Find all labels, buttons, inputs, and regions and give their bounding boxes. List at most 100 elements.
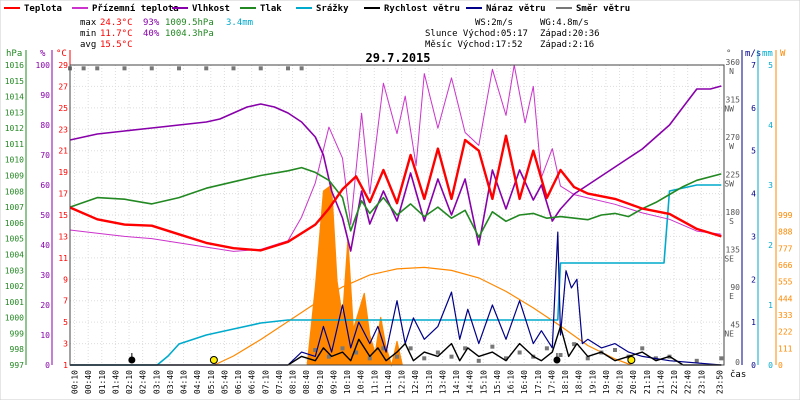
x-tick-label: 15:40 xyxy=(493,370,502,394)
pct-tick-label: 100 xyxy=(36,61,51,70)
info-block: WS:2m/s WG:4.8m/s Slunce Východ:05:17 Zá… xyxy=(425,18,600,50)
legend-label-teplota: Teplota xyxy=(24,4,62,14)
x-tick-label: 02:10 xyxy=(125,370,134,394)
series-wind-direction-point xyxy=(517,350,522,355)
pct-tick-label: 0 xyxy=(45,361,50,370)
x-tick-label: 05:10 xyxy=(207,370,216,394)
x-tick-label: 08:10 xyxy=(289,370,298,394)
series-tlak xyxy=(69,166,722,238)
series-layer xyxy=(68,64,724,367)
marker-sunrise xyxy=(209,356,218,364)
mm-tick-label: 5 xyxy=(768,61,773,70)
series-wind-direction-point xyxy=(313,348,318,352)
legend-label-smer-vetru: Směr větru xyxy=(576,3,630,14)
x-tick-label: 06:40 xyxy=(248,370,257,394)
hpa-tick-label: 1007 xyxy=(5,203,24,212)
markers-layer xyxy=(128,353,636,364)
mm-tick-label: 3 xyxy=(768,181,773,190)
stat-avg-temp: 15.5°C xyxy=(100,40,133,50)
x-tick-label: 20:10 xyxy=(616,370,625,394)
series-wind-direction-point xyxy=(95,66,100,71)
series-wind-direction-point xyxy=(286,66,290,71)
w-tick-label: 999 xyxy=(778,211,793,220)
hpa-tick-label: 1004 xyxy=(5,250,24,259)
pct-tick-label: 90 xyxy=(40,91,50,100)
x-tick-label: 17:10 xyxy=(534,370,543,394)
x-tick-label: 16:40 xyxy=(520,370,529,394)
chart-title: 29.7.2015 xyxy=(365,51,430,65)
x-tick-label: 18:10 xyxy=(561,370,570,394)
c-tick-label: 7 xyxy=(63,297,68,306)
hpa-tick-label: 1003 xyxy=(5,266,24,275)
x-tick-label: 17:40 xyxy=(547,370,556,394)
series-wind-direction-point xyxy=(408,346,413,351)
series-wind-direction-point xyxy=(299,66,304,71)
c-tick-label: 19 xyxy=(58,168,68,177)
x-tick-label: 23:10 xyxy=(697,370,706,394)
x-tick-label: 23:50 xyxy=(715,370,724,394)
series-wind-direction-point xyxy=(640,346,645,351)
series-wind-direction-point xyxy=(340,346,345,351)
legend-label-tlak: Tlak xyxy=(260,4,282,14)
pct-tick-label: 20 xyxy=(40,301,50,310)
series-wind-direction-point xyxy=(585,356,590,361)
stat-avg-label: avg xyxy=(80,40,96,50)
w-tick-label: 333 xyxy=(778,311,793,320)
info-ws: WS:2m/s xyxy=(475,18,513,28)
series-teplota xyxy=(69,134,722,252)
stat-max-temp: 24.3°C xyxy=(100,18,133,28)
x-tick-label: 13:40 xyxy=(438,370,447,394)
stat-min-temp: 11.7°C xyxy=(100,29,133,39)
x-tick-label: 21:40 xyxy=(656,370,665,394)
x-tick-label: 07:40 xyxy=(275,370,284,394)
hpa-axis-label: hPa xyxy=(6,49,22,59)
mm-tick-label: 1 xyxy=(768,301,773,310)
info-sun: Slunce Východ:05:17 xyxy=(425,29,528,39)
stat-min-hum: 40% xyxy=(143,29,160,39)
series-wind-direction-point xyxy=(367,356,372,361)
series-wind-direction-point xyxy=(719,356,724,361)
series-wind-direction-point xyxy=(435,350,440,355)
series-srazky xyxy=(70,184,722,366)
x-tick-label: 09:10 xyxy=(316,370,325,394)
dir-tick-name: NW xyxy=(724,105,734,114)
legend-label-srazky: Srážky xyxy=(316,4,349,14)
mm-tick-label: 2 xyxy=(768,241,773,250)
pct-tick-label: 30 xyxy=(40,271,50,280)
x-tick-label: 18:40 xyxy=(575,370,584,394)
c-tick-label: 9 xyxy=(63,275,68,284)
series-vlhkost xyxy=(69,85,722,252)
pct-tick-label: 10 xyxy=(40,331,50,340)
x-tick-label: 15:10 xyxy=(479,370,488,394)
pct-tick-label: 60 xyxy=(40,181,50,190)
stat-max-hum: 93% xyxy=(143,18,160,28)
x-tick-label: 10:40 xyxy=(357,370,366,394)
c-axis-label: °C xyxy=(56,49,67,59)
w-tick-label: 888 xyxy=(778,228,793,237)
pct-tick-label: 70 xyxy=(40,151,50,160)
w-tick-label: 111 xyxy=(778,344,793,353)
x-tick-label: 16:10 xyxy=(507,370,516,394)
info-moon: Měsíc Východ:17:52 xyxy=(425,40,523,50)
hpa-tick-label: 1005 xyxy=(5,235,24,244)
c-tick-label: 23 xyxy=(58,125,68,134)
hpa-tick-label: 1010 xyxy=(5,156,24,165)
hpa-tick-label: 1013 xyxy=(5,108,24,117)
ms-axis-label: m/s xyxy=(745,49,761,59)
pct-tick-label: 80 xyxy=(40,121,50,130)
series-wind-direction-point xyxy=(149,66,154,71)
series-wind-direction-point xyxy=(204,66,209,71)
stat-min-label: min xyxy=(80,29,96,39)
c-tick-label: 15 xyxy=(58,211,68,220)
series-wind-direction-point xyxy=(490,344,495,349)
pct-tick-label: 50 xyxy=(40,211,50,220)
x-tick-label: 21:10 xyxy=(643,370,652,394)
dir-tick-label: 225 xyxy=(726,171,741,180)
c-tick-label: 21 xyxy=(58,147,68,156)
stat-max-rain: 3.4mm xyxy=(226,18,253,28)
c-tick-label: 11 xyxy=(58,254,68,263)
dir-tick-name: SW xyxy=(724,180,734,189)
x-tick-label: 20:40 xyxy=(629,370,638,394)
dir-tick-label: 180 xyxy=(726,208,741,217)
x-tick-label: 11:40 xyxy=(384,370,393,394)
